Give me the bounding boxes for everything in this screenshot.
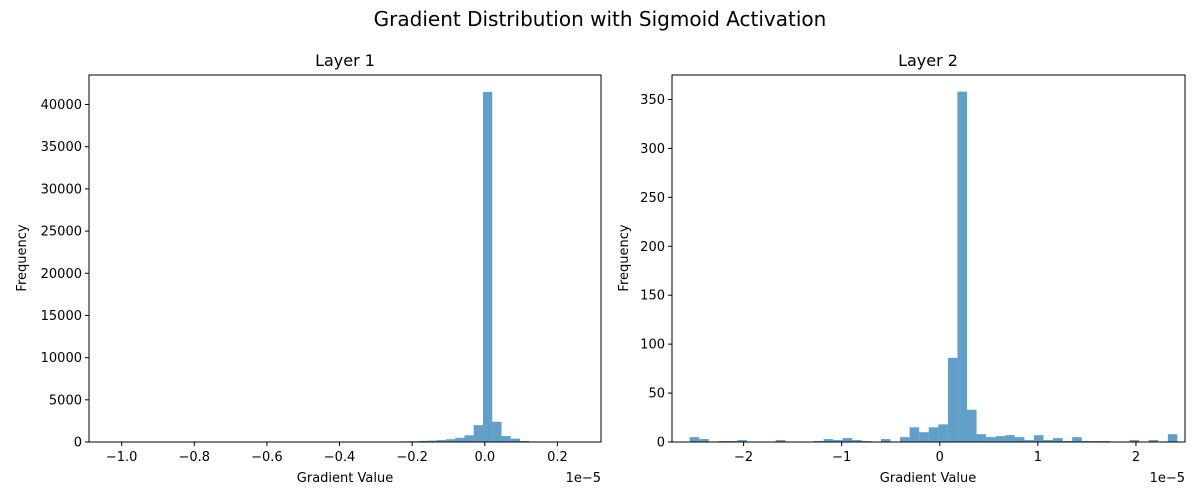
histogram-bar: [1024, 440, 1034, 442]
histogram-bar: [967, 409, 977, 442]
histogram-bar: [1014, 437, 1025, 442]
x-tick-label: −0.6: [251, 450, 283, 465]
histogram-bar: [957, 91, 967, 442]
histogram-bar: [900, 437, 910, 442]
histogram-bar: [520, 440, 530, 442]
y-tick-label: 30000: [41, 182, 82, 197]
axes-frame: [671, 74, 1186, 443]
x-axis-offset-label: 1e−5: [1150, 471, 1185, 486]
figure-title: Gradient Distribution with Sigmoid Activ…: [374, 7, 827, 31]
x-tick-label: 0.2: [547, 450, 568, 465]
y-tick-label: 250: [640, 191, 665, 206]
histogram-bar: [455, 437, 465, 442]
x-tick-label: −0.4: [324, 450, 356, 465]
x-axis-ticks: −1.0 −0.8 −0.6 −0.4 −0.2 0.0 0.2: [106, 442, 568, 465]
histogram-bar: [938, 424, 948, 442]
y-axis-label: Frequency: [15, 224, 30, 291]
histogram-bar: [492, 421, 502, 442]
y-tick-label: 5000: [49, 393, 82, 408]
x-axis-ticks: −2 −1 0 1 2: [734, 442, 1140, 465]
x-tick-label: −0.2: [396, 450, 428, 465]
histogram-bar: [1167, 434, 1178, 442]
x-tick-label: 2: [1132, 450, 1140, 465]
y-axis-ticks: 0 5000 10000 15000 20000 25000 30000 35000 40000: [41, 98, 89, 451]
histogram-bar: [1043, 440, 1054, 442]
histogram-bar: [1005, 435, 1015, 442]
y-tick-label: 0: [74, 436, 82, 451]
histogram-bar: [445, 439, 456, 442]
subplot-title: Layer 2: [898, 51, 958, 70]
histogram-bar: [842, 438, 853, 442]
histogram-bar: [1148, 440, 1159, 442]
x-tick-label: 1: [1034, 450, 1042, 465]
histogram-bar: [775, 440, 786, 442]
x-tick-label: −0.8: [179, 450, 211, 465]
histogram-bar: [510, 438, 521, 442]
histogram-bar: [833, 440, 843, 442]
histogram-bar: [986, 437, 996, 442]
y-axis-ticks: 0 50 100 150 200 250 300 350: [640, 93, 672, 451]
histogram-bar: [501, 436, 511, 442]
y-tick-label: 40000: [41, 98, 82, 113]
histogram-bar: [947, 357, 958, 442]
histogram-bar: [1053, 438, 1063, 442]
y-tick-label: 350: [640, 93, 665, 108]
x-tick-label: 0.0: [474, 450, 495, 465]
y-tick-label: 20000: [41, 267, 82, 282]
x-tick-label: −1: [832, 450, 851, 465]
histogram-bar: [852, 440, 862, 442]
histogram-bar: [880, 439, 891, 442]
histogram-bar: [689, 437, 700, 442]
y-tick-label: 10000: [41, 351, 82, 366]
histogram-bar: [909, 427, 920, 442]
y-tick-label: 15000: [41, 309, 82, 324]
histogram-bar: [995, 436, 1006, 442]
y-tick-label: 35000: [41, 140, 82, 155]
y-tick-label: 0: [657, 436, 665, 451]
histogram-bar: [976, 434, 987, 442]
histogram-bar: [928, 427, 939, 442]
histogram-bar: [1072, 437, 1082, 442]
histogram-bar: [482, 91, 493, 443]
x-axis-offset-label: 1e−5: [566, 471, 601, 486]
subplot-layer-1: Layer 1 −1.0 −0.8 −0.6 −0.4 −0.2 0.0 0.2 0 5000…: [15, 51, 602, 486]
histogram-bar: [737, 440, 748, 442]
y-tick-label: 150: [640, 289, 665, 304]
histogram-bar: [464, 435, 474, 442]
y-axis-label: Frequency: [617, 224, 632, 291]
y-tick-label: 50: [648, 387, 665, 402]
subplot-layer-2: Layer 2 −2 −1 0 1 2 0 50 100 150 200 250 300 350 Gr…: [617, 51, 1186, 486]
x-tick-label: −2: [734, 450, 753, 465]
axes-frame: [88, 74, 602, 443]
y-tick-label: 300: [640, 142, 665, 157]
x-tick-label: 0: [936, 450, 944, 465]
x-axis-label: Gradient Value: [297, 471, 393, 486]
x-tick-label: −1.0: [106, 450, 138, 465]
subplot-title: Layer 1: [315, 51, 375, 70]
histogram-bar: [436, 440, 446, 442]
histogram-bar: [823, 439, 834, 442]
histogram-bar: [418, 440, 428, 442]
y-tick-label: 100: [640, 338, 665, 353]
histogram-bar: [473, 425, 483, 442]
y-tick-label: 25000: [41, 225, 82, 240]
histogram-bar: [1129, 440, 1140, 442]
y-tick-label: 200: [640, 240, 665, 255]
x-axis-label: Gradient Value: [880, 471, 976, 486]
histogram-bar: [699, 439, 709, 442]
histogram-bar: [919, 432, 929, 442]
histogram-bar: [1033, 435, 1044, 442]
histogram-bar: [427, 440, 437, 442]
